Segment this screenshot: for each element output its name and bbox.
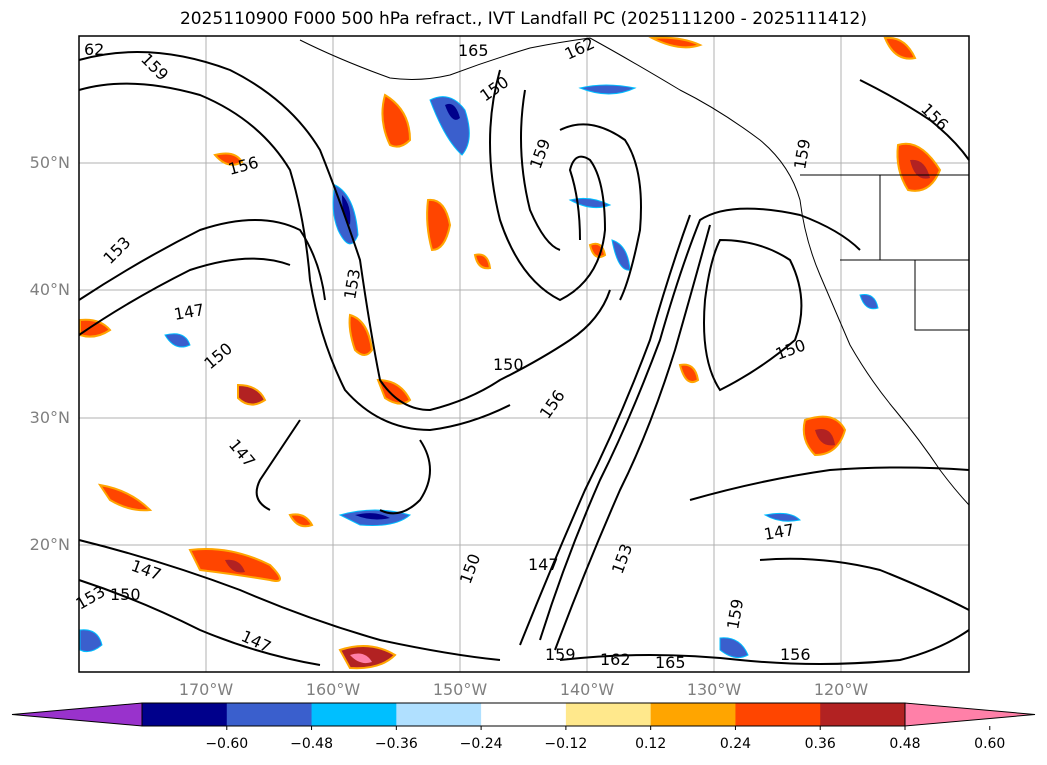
positive-anomaly-blob — [473, 253, 492, 270]
negative-anomaly-core — [342, 195, 351, 225]
lat-label-50: 50°N — [29, 153, 70, 172]
colorbar-tick-label: −0.12 — [544, 736, 588, 752]
colorbar-segment — [481, 703, 567, 726]
contour-line — [703, 238, 803, 392]
lon-label-140: 140°W — [559, 680, 615, 699]
negative-anomaly-blob — [164, 333, 191, 348]
negative-anomaly-blob — [429, 96, 470, 156]
lon-label-120: 120°W — [813, 680, 869, 699]
contour-label: 62 — [84, 40, 104, 59]
positive-anomaly-blob — [883, 36, 917, 60]
contour-line — [554, 224, 711, 651]
colorbar-segment — [565, 703, 652, 726]
negative-anomaly-core — [355, 513, 390, 520]
contour-line — [689, 466, 970, 501]
coastlines — [299, 37, 970, 506]
positive-anomaly-blob — [288, 513, 314, 528]
positive-anomaly-blob — [426, 198, 452, 252]
negative-anomaly-blob — [719, 637, 749, 659]
positive-anomaly-extreme — [350, 653, 372, 664]
colorbar-tick-label: 0.24 — [719, 736, 752, 752]
contour-label: 150 — [110, 585, 141, 604]
contour-line — [78, 51, 611, 412]
positive-anomaly-blob — [678, 363, 700, 384]
colorbar-segment — [820, 703, 906, 726]
map-frame — [78, 35, 970, 673]
state-border — [914, 260, 969, 331]
colorbar-segment — [226, 703, 313, 726]
map-title: 2025110900 F000 500 hPa refract., IVT La… — [179, 9, 867, 29]
contour-line — [559, 123, 642, 301]
contour-label: 165 — [655, 653, 686, 672]
colorbar — [11, 702, 1036, 730]
lon-label-160: 160°W — [305, 680, 361, 699]
colorbar-tick-label: −0.36 — [374, 736, 418, 752]
colorbar-extend-low — [11, 702, 143, 727]
lon-label-130: 130°W — [686, 680, 742, 699]
north-america-west-coast — [589, 37, 970, 506]
colorbar-extend-high — [904, 702, 1036, 727]
contour-line — [78, 82, 511, 432]
contour-line — [859, 79, 970, 161]
contour-line — [78, 579, 321, 666]
positive-anomaly-blob — [97, 483, 153, 512]
positive-anomaly-blob — [376, 378, 412, 405]
positive-anomaly-blob — [381, 93, 412, 148]
colorbar-tick-label: 0.60 — [974, 736, 1006, 752]
positive-anomaly-blob — [348, 313, 374, 356]
colorbar-segment — [396, 703, 482, 726]
negative-anomaly-blob — [79, 629, 103, 653]
negative-anomaly-blob — [578, 84, 637, 95]
filled-anomalies — [79, 36, 942, 670]
contour-line — [379, 439, 431, 515]
lat-label-20: 20°N — [29, 535, 70, 554]
colorbar-tick-label: −0.24 — [459, 736, 503, 752]
contour-label: 150 — [493, 355, 524, 374]
contour-line — [489, 69, 607, 302]
contour-label: 147 — [528, 555, 559, 574]
contour-label: 159 — [545, 645, 576, 664]
lat-label-30: 30°N — [29, 408, 70, 427]
positive-anomaly-core — [815, 429, 835, 446]
contour-line — [539, 207, 861, 641]
contour-line — [759, 557, 970, 611]
contour-line — [519, 214, 691, 646]
positive-anomaly-core — [910, 159, 930, 179]
negative-anomaly-blob — [763, 512, 802, 522]
contour-line — [559, 629, 970, 665]
contour-line — [255, 419, 301, 511]
colorbar-tick-label: 0.12 — [635, 736, 667, 752]
positive-anomaly-blob — [213, 152, 244, 166]
lon-label-170: 170°W — [178, 680, 234, 699]
positive-anomaly-blob — [237, 383, 267, 406]
height-contours — [78, 51, 970, 666]
colorbar-segment — [735, 703, 821, 726]
contour-label: 165 — [458, 41, 489, 60]
negative-anomaly-blob — [859, 294, 879, 310]
contour-label: 162 — [600, 650, 631, 669]
lat-label-40: 40°N — [29, 280, 70, 299]
colorbar-tick-label: −0.48 — [290, 736, 333, 752]
positive-anomaly-blob — [79, 318, 112, 338]
negative-anomaly-blob — [568, 197, 612, 209]
contour-label: 156 — [780, 645, 811, 664]
colorbar-tick-label: 0.36 — [804, 736, 836, 752]
colorbar-segment — [650, 703, 736, 726]
positive-anomaly-core — [225, 559, 245, 573]
contour-line — [520, 89, 561, 251]
colorbar-segment — [311, 703, 397, 726]
negative-anomaly-core — [445, 103, 460, 120]
contour-line — [78, 539, 501, 661]
positive-anomaly-blob — [648, 36, 703, 49]
alaska-coast — [299, 37, 591, 80]
colorbar-tick-label: −0.60 — [205, 736, 249, 752]
colorbar-segment — [142, 703, 228, 726]
contour-line — [78, 219, 326, 301]
lon-label-150: 150°W — [432, 680, 488, 699]
colorbar-outline — [141, 702, 906, 727]
colorbar-tick-label: 0.48 — [889, 736, 921, 752]
contour-line — [78, 257, 291, 336]
